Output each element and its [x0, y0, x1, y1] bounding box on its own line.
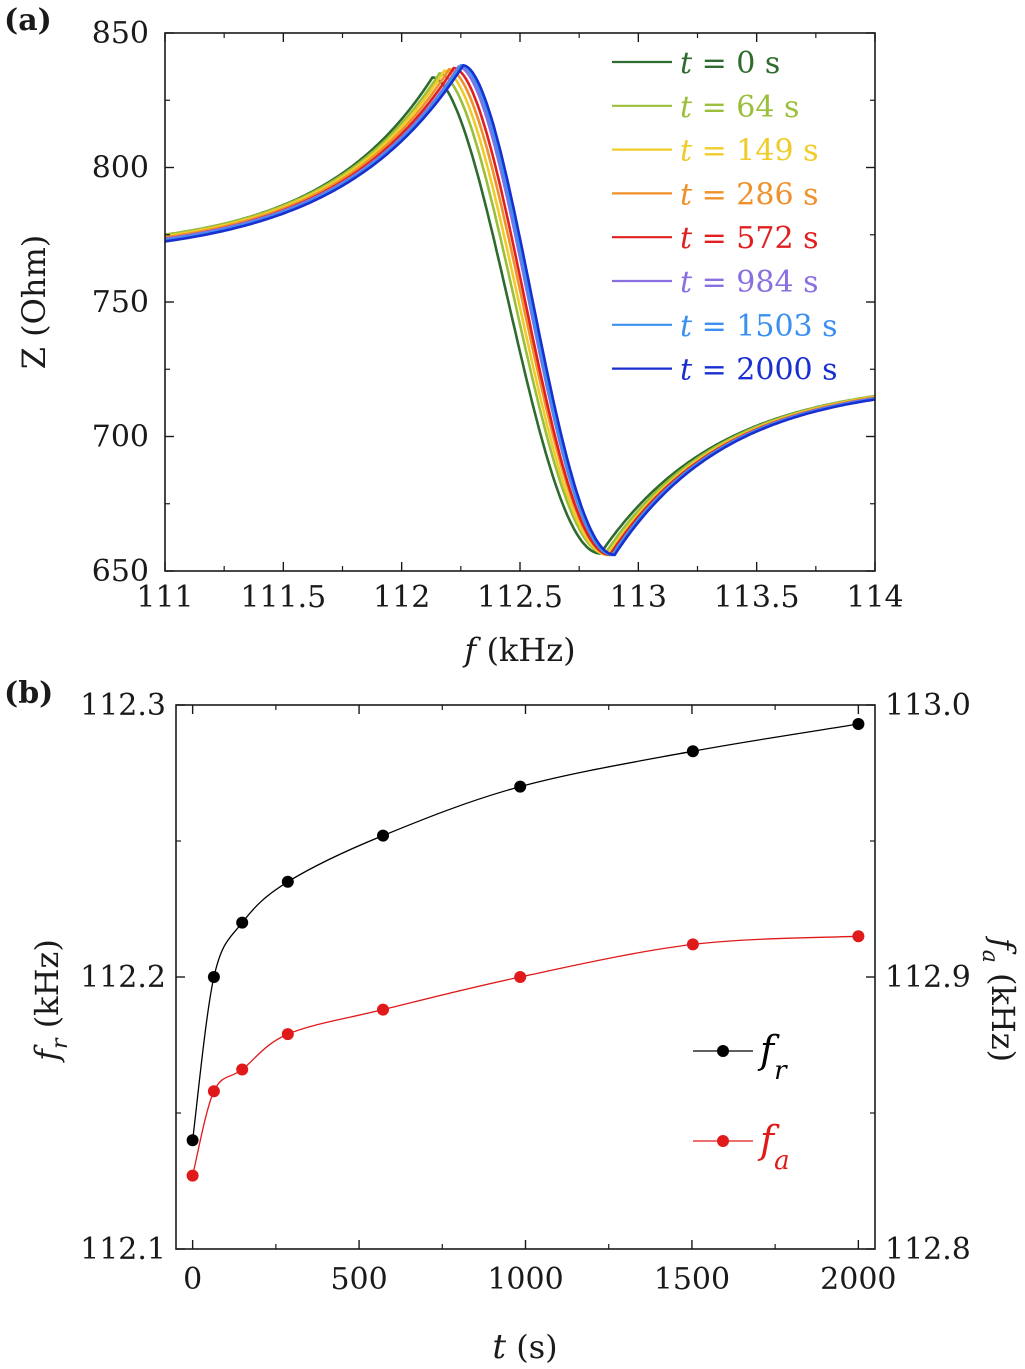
panel-a-x-ticks: 111 111.5 112 112.5 113 113.5 114: [136, 33, 904, 615]
y-tick-label: 700: [92, 420, 149, 455]
data-point-f_a: [186, 1169, 199, 1182]
legend-entry: t = 1503 s: [680, 309, 838, 344]
panel-b-right-y-ticks: 112.8 112.9 113.0: [866, 688, 971, 1267]
data-point-f_a: [281, 1028, 294, 1041]
x-tick-label: 113: [610, 580, 667, 615]
left-y-tick-label: 112.1: [80, 1232, 166, 1267]
legend-entry: t = 286 s: [680, 177, 818, 212]
x-tick-label: 1500: [654, 1262, 730, 1297]
data-point-f_r: [207, 971, 220, 983]
data-point-f_r: [281, 875, 294, 888]
legend-entry: fr: [757, 1028, 788, 1086]
right-y-tick-label: 112.9: [885, 960, 971, 995]
y-tick-label: 650: [92, 554, 149, 589]
y-tick-label: 750: [92, 285, 149, 320]
data-point-f_a: [686, 938, 699, 951]
y-tick-label: 850: [92, 16, 149, 51]
x-tick-label: 2000: [820, 1262, 896, 1297]
x-tick-label: 1000: [487, 1262, 563, 1297]
x-tick-label: 111.5: [240, 580, 326, 615]
panel-b-left-y-ticks: 112.1 112.2 112.3: [80, 688, 185, 1267]
x-tick-label: 114: [846, 580, 903, 615]
legend-entry: t = 2000 s: [680, 353, 838, 388]
legend-entry: t = 0 s: [680, 46, 780, 81]
series-line-f_a: [191, 935, 859, 1176]
x-tick-label: 112: [373, 580, 430, 615]
x-tick-label: 0: [183, 1262, 202, 1297]
panel-b-chart: (b) 0 500 1000 1500 2000 112.1 112.2 112.3 112…: [4, 676, 1022, 1367]
y-tick-label: 800: [92, 151, 149, 186]
legend-entry: t = 984 s: [680, 265, 818, 300]
left-y-tick-label: 112.3: [80, 688, 166, 723]
panel-b-legend: fr fa: [693, 1028, 790, 1176]
left-y-tick-label: 112.2: [80, 960, 166, 995]
data-point-f_a: [207, 1085, 220, 1098]
legend-entry: fa: [757, 1118, 790, 1176]
right-y-tick-label: 113.0: [885, 688, 971, 723]
panel-a-label: (a): [4, 3, 52, 38]
data-point-f_a: [852, 930, 865, 943]
x-tick-label: 500: [330, 1262, 387, 1297]
data-point-f_r: [514, 780, 527, 793]
panel-b-left-y-axis-label: fr (kHz): [28, 939, 73, 1063]
panel-b-series: [186, 718, 865, 1182]
right-y-tick-label: 112.8: [885, 1232, 971, 1267]
data-point-f_a: [377, 1003, 389, 1016]
data-point-f_a: [236, 1063, 249, 1076]
legend-entry: t = 64 s: [680, 90, 799, 125]
legend-swatch-marker: [717, 1045, 729, 1057]
panel-a-y-ticks: 650 700 750 800 850: [92, 16, 875, 589]
x-tick-label: 111: [136, 580, 193, 615]
series-line: [164, 64, 876, 557]
panel-a-legend: t = 0 s t = 64 s t = 149 s t = 286 s t = 572…: [612, 46, 838, 388]
data-point-f_r: [377, 829, 389, 842]
data-point-f_r: [186, 1134, 199, 1147]
x-tick-label: 112.5: [477, 580, 563, 615]
legend-entry: t = 572 s: [680, 221, 818, 256]
panel-a-y-axis-label: Z (Ohm): [15, 235, 53, 370]
panel-b-label: (b): [4, 676, 53, 711]
panel-b-right-y-axis-label: fa (kHz): [977, 936, 1022, 1062]
panel-a-curves: [164, 64, 876, 557]
data-point-f_a: [514, 971, 527, 983]
data-point-f_r: [686, 745, 699, 758]
data-point-f_r: [852, 718, 865, 730]
panel-b-x-ticks: 0 500 1000 1500 2000: [183, 705, 897, 1297]
x-tick-label: 113.5: [714, 580, 800, 615]
panel-b-x-axis-label: t (s): [492, 1327, 557, 1367]
panel-a-x-axis-label: f (kHz): [462, 631, 575, 669]
legend-swatch-marker: [717, 1135, 729, 1147]
legend-entry: t = 149 s: [680, 134, 818, 169]
panel-a-chart: (a) 111 111.5 112 112.5 113 113.5 114 650 700 75…: [4, 3, 904, 669]
data-point-f_r: [236, 916, 249, 929]
